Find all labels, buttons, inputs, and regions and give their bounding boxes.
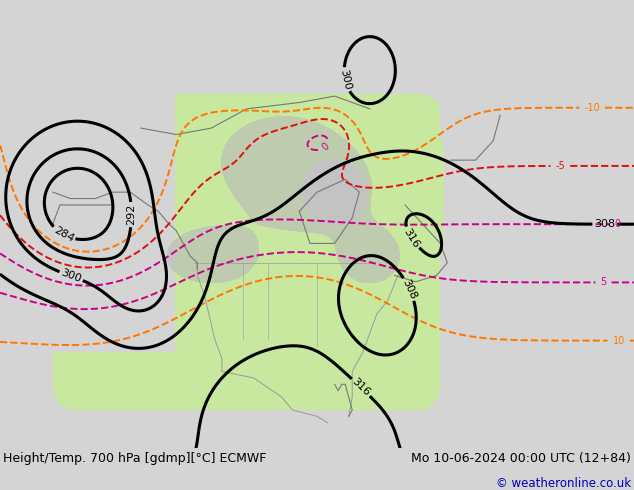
Text: 316: 316	[402, 226, 422, 249]
Text: 5: 5	[600, 277, 607, 288]
Text: 10: 10	[612, 336, 625, 345]
Text: 316: 316	[350, 377, 372, 398]
Text: Height/Temp. 700 hPa [gdmp][°C] ECMWF: Height/Temp. 700 hPa [gdmp][°C] ECMWF	[3, 452, 266, 466]
Text: 292: 292	[126, 204, 136, 225]
Text: -10: -10	[584, 103, 600, 113]
Text: 284: 284	[52, 225, 75, 244]
Text: -5: -5	[555, 161, 565, 171]
Text: © weatheronline.co.uk: © weatheronline.co.uk	[496, 477, 631, 490]
Text: 300: 300	[60, 268, 83, 285]
Text: Mo 10-06-2024 00:00 UTC (12+84): Mo 10-06-2024 00:00 UTC (12+84)	[411, 452, 631, 466]
Text: 308: 308	[401, 277, 418, 301]
Text: 300: 300	[338, 68, 353, 91]
Text: 308: 308	[594, 219, 616, 229]
Text: 0: 0	[614, 219, 621, 229]
Text: 0: 0	[320, 141, 331, 153]
